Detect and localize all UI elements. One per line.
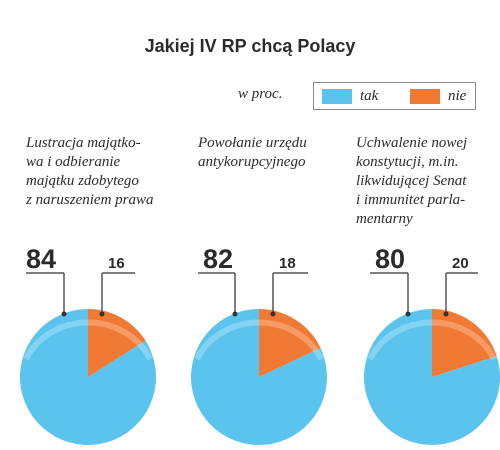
pie-slice-nie-2	[259, 309, 321, 377]
chart-caption-3: Uchwalenie nowej konstytucji, m.in. likw…	[356, 135, 468, 227]
leader-dot-tak-2	[232, 311, 238, 317]
legend-label-tak: tak	[360, 88, 379, 104]
pie-rim-2	[194, 319, 324, 361]
value-label-nie-3: 20	[452, 255, 469, 272]
leader-dot-tak-1	[61, 311, 67, 317]
legend-swatch-nie	[410, 89, 440, 104]
value-label-tak-1: 84	[26, 244, 56, 274]
pie-rim-1	[23, 319, 153, 361]
pie-rim-3	[367, 319, 497, 361]
value-label-tak-2: 82	[203, 244, 233, 274]
chart-caption-2: Powołanie urzędu antykorupcyjnego	[198, 135, 307, 170]
leader-dot-nie-3	[443, 311, 449, 317]
legend-label-nie: nie	[448, 88, 467, 104]
pie-slice-tak-1	[19, 309, 156, 445]
value-label-tak-3: 80	[375, 244, 405, 274]
chart-title: Jakiej IV RP chcą Polacy	[144, 36, 356, 56]
leader-dot-tak-3	[405, 311, 411, 317]
value-label-nie-2: 18	[279, 255, 296, 272]
legend: tak nie	[313, 82, 476, 110]
pie-slice-tak-3	[363, 308, 500, 445]
pie-slice-tak-2	[191, 309, 328, 445]
value-label-nie-1: 16	[108, 255, 125, 272]
chart-caption-1: Lustracja majątko- wa i odbieranie mająt…	[26, 135, 154, 208]
leader-dot-nie-2	[270, 311, 276, 317]
leader-dot-nie-1	[99, 311, 105, 317]
unit-label: w proc.	[238, 86, 283, 102]
pie-slice-nie-1	[88, 309, 146, 377]
pie-slice-nie-3	[432, 309, 497, 377]
legend-swatch-tak	[322, 89, 352, 104]
